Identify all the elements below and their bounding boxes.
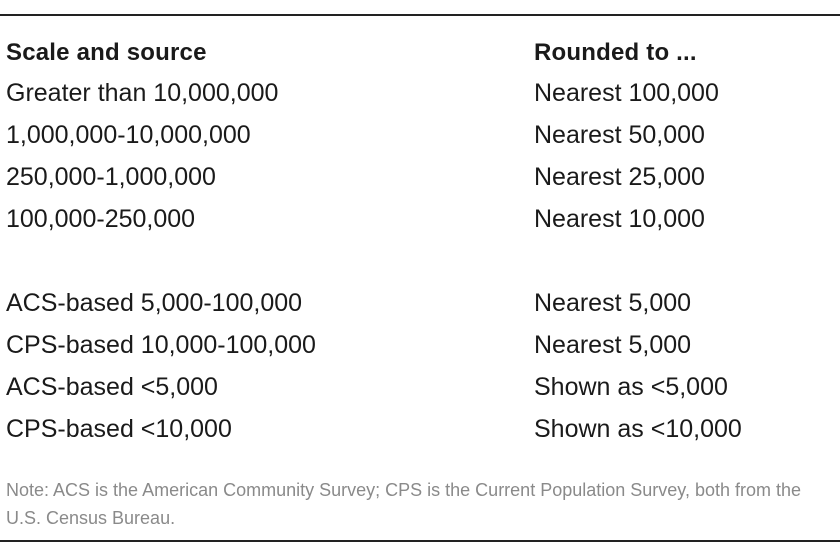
- table-row: ACS-based <5,000 Shown as <5,000: [6, 366, 840, 408]
- table-row: CPS-based 10,000-100,000 Nearest 5,000: [6, 324, 840, 366]
- table-row: 100,000-250,000 Nearest 10,000: [6, 198, 840, 240]
- rounded-cell: Shown as <5,000: [534, 372, 728, 401]
- scale-cell: 100,000-250,000: [6, 204, 196, 233]
- footnote: Note: ACS is the American Community Surv…: [6, 480, 802, 528]
- scale-cell: 1,000,000-10,000,000: [6, 120, 251, 149]
- scale-cell: ACS-based <5,000: [6, 372, 218, 401]
- rounding-table: Scale and source Rounded to ... Greater …: [6, 34, 840, 450]
- rounded-cell: Nearest 50,000: [534, 120, 705, 149]
- header-rounded-to: Rounded to ...: [534, 39, 697, 66]
- header-scale-and-source: Scale and source: [6, 39, 207, 66]
- scale-cell: CPS-based 10,000-100,000: [6, 330, 316, 359]
- scale-cell: ACS-based 5,000-100,000: [6, 288, 303, 317]
- rounded-cell: Nearest 5,000: [534, 330, 692, 359]
- top-rule: [0, 14, 840, 16]
- group-spacer: [6, 240, 840, 282]
- rounded-cell: Nearest 25,000: [534, 162, 705, 191]
- table-row: CPS-based <10,000 Shown as <10,000: [6, 408, 840, 450]
- scale-cell: CPS-based <10,000: [6, 414, 232, 443]
- table-row: 250,000-1,000,000 Nearest 25,000: [6, 156, 840, 198]
- bottom-rule: [0, 540, 840, 542]
- table-header: Scale and source Rounded to ...: [6, 34, 840, 72]
- scale-cell: Greater than 10,000,000: [6, 78, 279, 107]
- table-row: 1,000,000-10,000,000 Nearest 50,000: [6, 114, 840, 156]
- rounded-cell: Nearest 100,000: [534, 78, 719, 107]
- rounded-cell: Shown as <10,000: [534, 414, 742, 443]
- rounded-cell: Nearest 5,000: [534, 288, 692, 317]
- scale-cell: 250,000-1,000,000: [6, 162, 216, 191]
- table-row: ACS-based 5,000-100,000 Nearest 5,000: [6, 282, 840, 324]
- table-row: Greater than 10,000,000 Nearest 100,000: [6, 72, 840, 114]
- rounded-cell: Nearest 10,000: [534, 204, 705, 233]
